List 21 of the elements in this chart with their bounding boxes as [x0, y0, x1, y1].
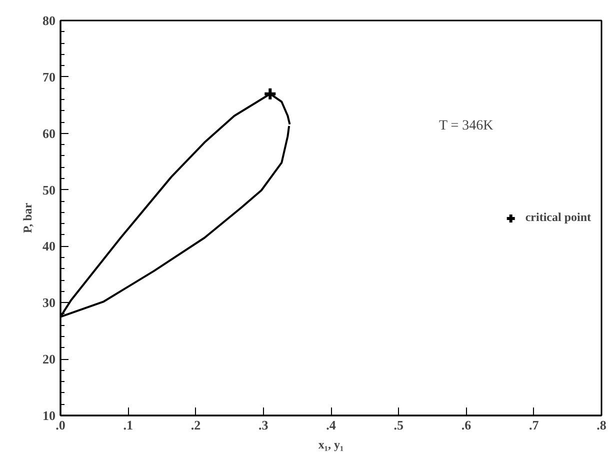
x-tick-label: .5: [394, 418, 404, 432]
x-tick-label: .1: [123, 418, 133, 432]
legend-label: critical point: [525, 210, 591, 225]
x-tick-label: .8: [596, 418, 607, 432]
x-tick-label: .4: [326, 418, 336, 432]
x-axis-title: x₁, y₁: [318, 438, 344, 452]
y-tick-label: 70: [42, 69, 56, 84]
y-tick-label: 20: [42, 352, 56, 367]
x-tick-label: .0: [56, 418, 66, 432]
y-tick-label: 60: [42, 126, 56, 141]
x-tick-label: .2: [190, 418, 201, 432]
y-tick-label: 30: [42, 295, 56, 310]
y-tick-label: 10: [42, 408, 56, 423]
y-tick-label: 80: [42, 13, 56, 28]
x-tick-label: .3: [258, 418, 269, 432]
y-tick-label: 50: [42, 182, 56, 198]
y-tick-label: 40: [42, 238, 56, 254]
x-tick-label: .6: [461, 418, 472, 432]
y-axis-title: P, bar: [20, 202, 34, 234]
annotation: T = 346K: [438, 118, 494, 134]
x-tick-label: .7: [529, 418, 540, 432]
